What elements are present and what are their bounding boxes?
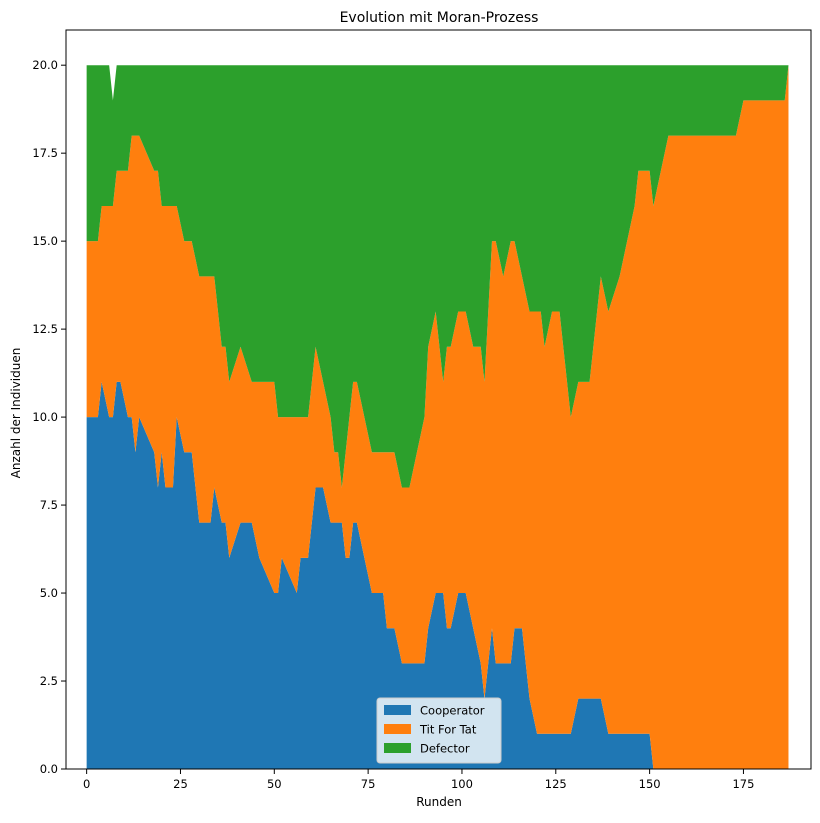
x-axis-label: Runden <box>416 795 462 809</box>
x-tick-label: 125 <box>545 777 567 791</box>
legend-label: Tit For Tat <box>419 723 477 737</box>
y-axis-label: Anzahl der Individuen <box>9 348 23 479</box>
y-tick-label: 0.0 <box>40 762 58 776</box>
y-tick-label: 5.0 <box>40 586 58 600</box>
plot-frame <box>65 29 812 770</box>
y-tick-label: 12.5 <box>32 322 58 336</box>
legend-label: Defector <box>420 742 470 756</box>
area-defector <box>86 65 789 488</box>
area-layer <box>86 65 789 769</box>
y-tick-label: 17.5 <box>32 146 58 160</box>
x-tick-label: 25 <box>173 777 188 791</box>
y-tick-label: 10.0 <box>32 410 58 424</box>
y-tick-label: 15.0 <box>32 234 58 248</box>
y-tick-label: 2.5 <box>40 674 58 688</box>
x-tick-label: 0 <box>83 777 90 791</box>
x-tick-label: 75 <box>361 777 376 791</box>
x-tick-label: 175 <box>732 777 754 791</box>
chart-title: Evolution mit Moran-Prozess <box>340 10 539 26</box>
y-axis: 0.0 2.5 5.0 7.5 10.0 12.5 15.0 17.5 20.0 <box>32 58 66 776</box>
legend-label: Cooperator <box>420 704 485 718</box>
y-tick-label: 20.0 <box>32 58 58 72</box>
legend: Cooperator Tit For Tat Defector <box>376 697 502 764</box>
area-cooperator <box>86 381 789 769</box>
y-tick-label: 7.5 <box>40 498 58 512</box>
x-axis: 0 25 50 75 100 125 150 175 <box>83 769 754 791</box>
legend-swatch <box>384 705 411 715</box>
x-tick-label: 150 <box>639 777 661 791</box>
legend-swatch <box>384 724 411 734</box>
legend-swatch <box>384 743 411 753</box>
x-tick-label: 50 <box>267 777 282 791</box>
x-tick-label: 100 <box>451 777 473 791</box>
area-tit-for-tat <box>86 65 789 769</box>
